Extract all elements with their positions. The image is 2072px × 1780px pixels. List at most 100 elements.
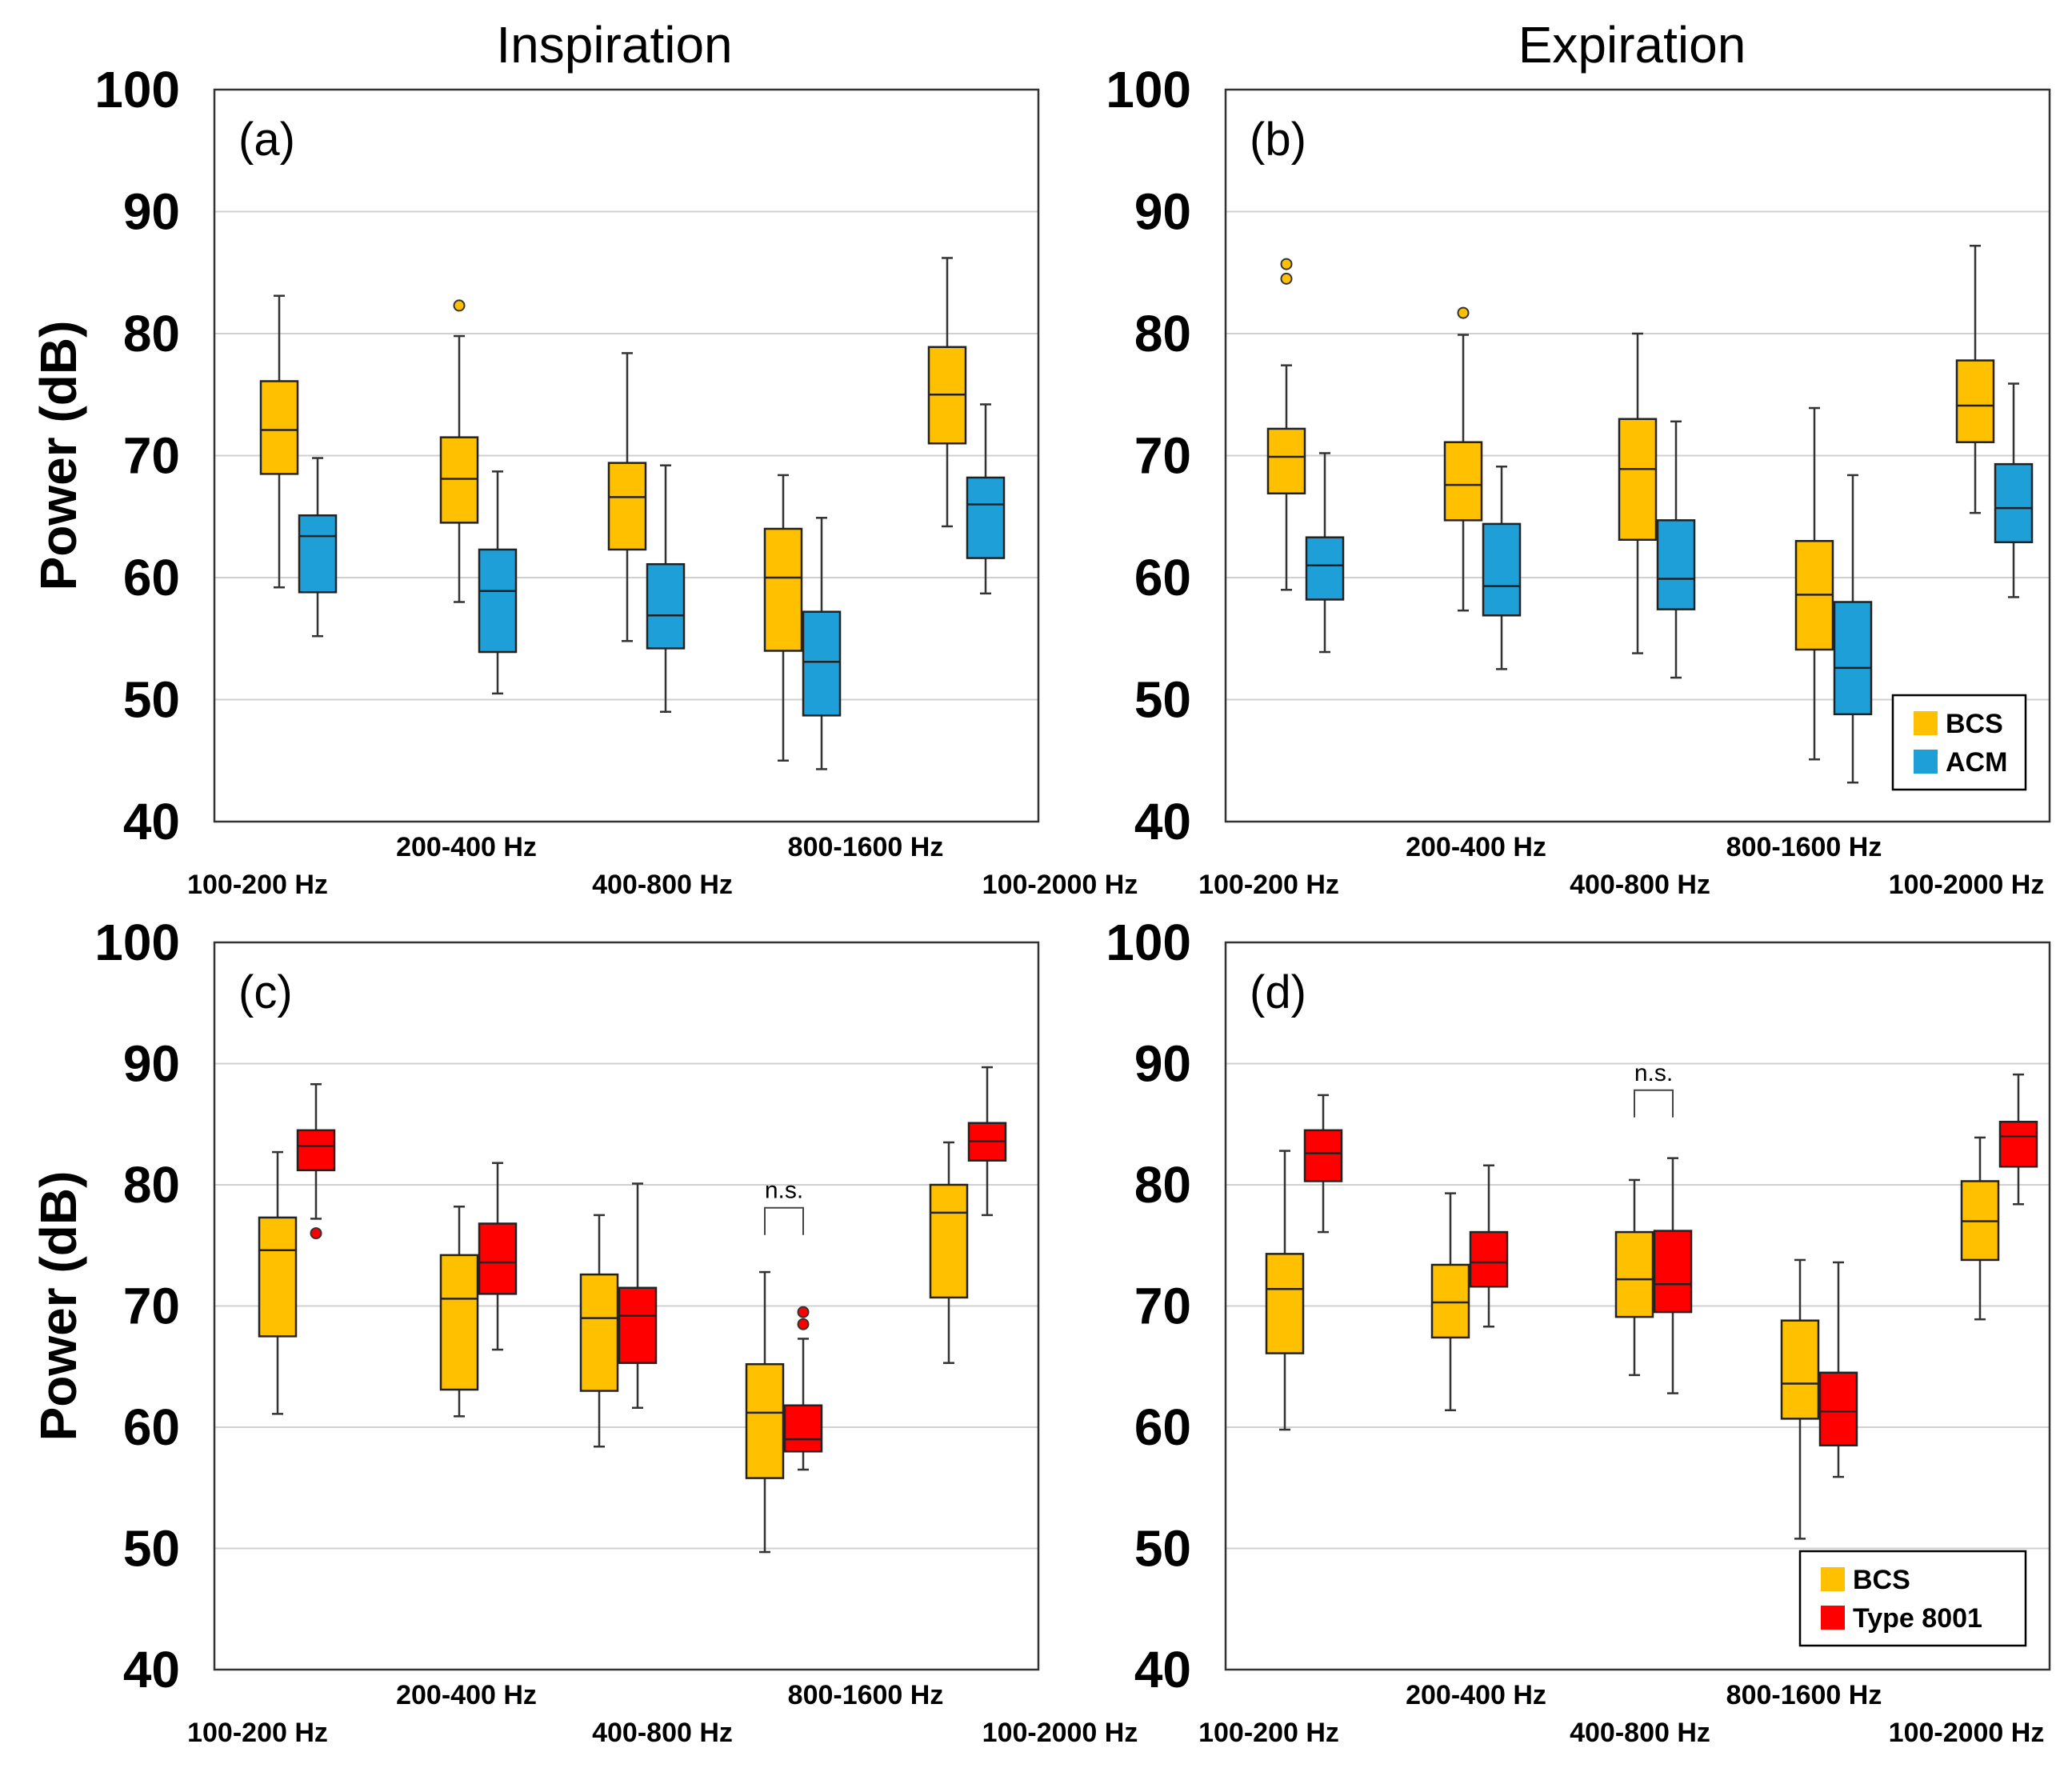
- box-bcs: [1618, 332, 1658, 654]
- box-bcs: [1780, 1258, 1820, 1540]
- box-type-8001: [296, 1083, 336, 1240]
- y-tick-label: 40: [123, 793, 180, 850]
- x-category-label: 100-2000 Hz: [982, 1718, 1138, 1748]
- outlier-point: [797, 1318, 810, 1330]
- y-tick-label: 60: [1134, 549, 1191, 606]
- y-tick-label: 40: [123, 1641, 180, 1698]
- panel-c: 40 50 60 70 80 90 100 Power (dB) (c) 100-200 Hz 20…: [30, 914, 1138, 1748]
- box-iqr: [763, 527, 803, 652]
- y-tick-label: 40: [1134, 1641, 1191, 1698]
- box-iqr: [966, 476, 1006, 559]
- box-type-8001: [1818, 1261, 1858, 1478]
- box-type-8001: [1469, 1164, 1509, 1328]
- outlier-point: [1457, 306, 1470, 319]
- box-iqr: [259, 380, 299, 475]
- box-iqr: [1305, 536, 1345, 601]
- box-acm: [1656, 420, 1696, 679]
- box-iqr: [1482, 522, 1522, 617]
- box-bcs: [607, 352, 647, 642]
- box-type-8001: [618, 1182, 658, 1410]
- x-category-label: 100-2000 Hz: [1889, 1718, 2045, 1748]
- box-type-8001: [478, 1162, 518, 1351]
- x-category-label: 800-1600 Hz: [788, 1680, 944, 1710]
- x-category-label: 200-400 Hz: [1406, 832, 1546, 862]
- box-bcs: [439, 299, 479, 603]
- box-bcs: [258, 1150, 298, 1415]
- y-tick-label: 60: [123, 549, 180, 606]
- box-iqr: [1614, 1230, 1654, 1318]
- y-tick-label: 100: [1106, 914, 1191, 971]
- panel-a: 40 50 60 70 80 90 100 Power (dB) (a) 100-200 Hz 20…: [30, 61, 1138, 900]
- x-category-label: 100-200 Hz: [1198, 1718, 1339, 1748]
- legend-label: BCS: [1853, 1565, 1910, 1595]
- y-tick-label: 90: [123, 183, 180, 241]
- x-category-label: 400-800 Hz: [592, 870, 733, 900]
- box-iqr: [1818, 1371, 1858, 1446]
- y-tick-label: 80: [1134, 305, 1191, 362]
- box-bcs: [1794, 406, 1834, 761]
- panel-label: (b): [1250, 114, 1306, 166]
- panel-label: (c): [238, 966, 293, 1018]
- y-tick-label: 50: [123, 671, 180, 729]
- box-bcs: [929, 1141, 969, 1364]
- x-category-label: 100-200 Hz: [187, 870, 328, 900]
- panel-label: (d): [1250, 966, 1306, 1018]
- box-iqr: [1618, 418, 1658, 541]
- box-type-8001: [1303, 1094, 1343, 1234]
- y-tick-label: 90: [1134, 1035, 1191, 1093]
- y-tick-label: 100: [94, 914, 180, 971]
- y-tick-label: 90: [1134, 183, 1191, 241]
- column-title: Expiration: [1518, 16, 1746, 74]
- box-bcs: [1265, 1150, 1305, 1431]
- box-bcs: [927, 257, 967, 528]
- box-bcs: [1955, 244, 1995, 514]
- box-acm: [478, 470, 518, 695]
- x-category-label: 800-1600 Hz: [788, 832, 944, 862]
- box-iqr: [783, 1404, 823, 1453]
- y-axis-label: Power (dB): [30, 321, 87, 591]
- box-bcs: [1443, 306, 1483, 612]
- outlier-point: [797, 1306, 810, 1318]
- y-axis-label: Power (dB): [30, 1171, 87, 1442]
- panel-label: (a): [238, 114, 295, 166]
- box-iqr: [607, 462, 647, 551]
- box-iqr: [1998, 1120, 2038, 1168]
- box-type-8001: [783, 1306, 823, 1471]
- box-iqr: [1443, 441, 1483, 522]
- box-bcs: [439, 1206, 479, 1418]
- box-iqr: [579, 1273, 619, 1392]
- y-tick-label: 60: [123, 1398, 180, 1456]
- y-tick-label: 60: [1134, 1398, 1191, 1456]
- y-tick-label: 80: [123, 1156, 180, 1214]
- y-tick-label: 50: [1134, 1520, 1191, 1578]
- y-tick-label: 70: [1134, 1278, 1191, 1335]
- x-category-label: 100-200 Hz: [187, 1718, 328, 1748]
- box-iqr: [478, 1222, 518, 1295]
- box-iqr: [439, 436, 479, 524]
- y-tick-label: 70: [1134, 427, 1191, 485]
- box-acm: [966, 403, 1006, 595]
- box-iqr: [1653, 1230, 1693, 1314]
- box-acm: [1482, 465, 1522, 670]
- box-bcs: [763, 474, 803, 762]
- legend-frame: [1891, 694, 2027, 791]
- box-bcs: [579, 1214, 619, 1448]
- box-iqr: [929, 1183, 969, 1299]
- y-tick-label: 80: [123, 305, 180, 362]
- box-iqr: [1266, 427, 1306, 495]
- ns-bracket: [1634, 1089, 1674, 1118]
- legend: BCS Type 8001: [1798, 1550, 2027, 1647]
- box-bcs: [745, 1270, 785, 1554]
- box-iqr: [296, 1129, 336, 1172]
- outlier-point: [453, 299, 466, 312]
- box-iqr: [478, 548, 518, 654]
- box-iqr: [802, 610, 842, 717]
- legend-label: ACM: [1946, 747, 2007, 778]
- box-type-8001: [1653, 1157, 1693, 1394]
- box-bcs: [1266, 258, 1306, 591]
- box-iqr: [1833, 601, 1873, 716]
- y-tick-label: 100: [1106, 61, 1191, 118]
- legend-swatch: [1914, 711, 1938, 735]
- legend-swatch: [1821, 1567, 1845, 1591]
